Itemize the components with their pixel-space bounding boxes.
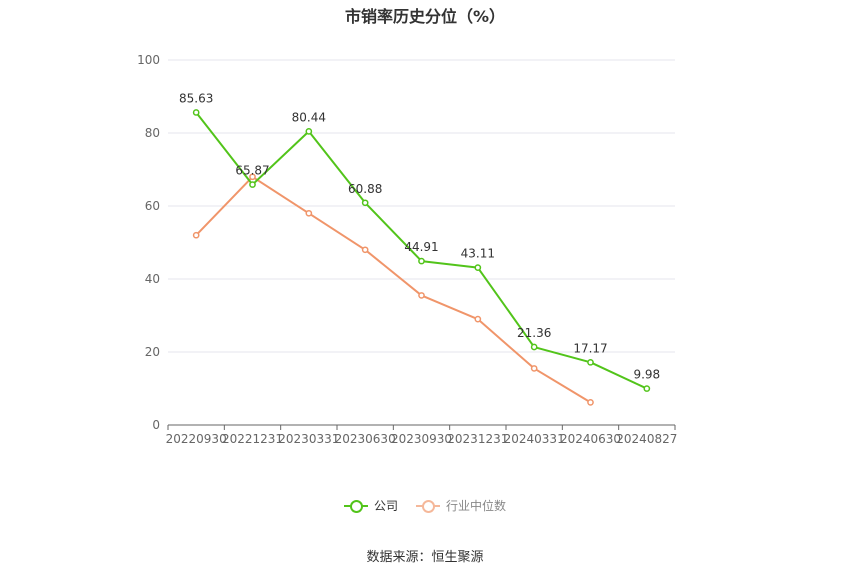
data-point-industry bbox=[249, 173, 256, 181]
legend-industry-marker-icon bbox=[416, 499, 440, 513]
data-label: 43.11 bbox=[461, 247, 495, 261]
x-tick-label: 20230630 bbox=[335, 432, 396, 446]
data-point-company bbox=[192, 109, 200, 116]
x-tick-label: 20240827 bbox=[616, 432, 677, 446]
line-chart: 0204060801002022093020221231202303312023… bbox=[137, 53, 677, 446]
data-label: 65.87 bbox=[235, 164, 269, 178]
data-point-company bbox=[530, 343, 538, 351]
source-note: 数据来源：恒生聚源 bbox=[366, 550, 484, 565]
x-tick-label: 20240331 bbox=[504, 432, 565, 446]
data-point-company bbox=[643, 385, 651, 392]
data-label: 44.91 bbox=[404, 240, 438, 254]
x-tick-label: 20240630 bbox=[560, 432, 621, 446]
x-tick-label: 20231231 bbox=[447, 432, 508, 446]
data-label: 85.63 bbox=[179, 91, 213, 105]
legend-industry-label: 行业中位数 bbox=[446, 499, 507, 513]
y-tick-label: 60 bbox=[145, 199, 160, 213]
data-point-industry bbox=[418, 292, 425, 299]
legend-company-marker-icon bbox=[343, 499, 368, 513]
data-point-company bbox=[474, 264, 482, 271]
x-tick-label: 20221231 bbox=[222, 432, 283, 446]
data-label: 17.17 bbox=[573, 341, 607, 355]
data-point-company bbox=[249, 181, 256, 188]
y-tick-label: 100 bbox=[137, 53, 160, 67]
y-tick-label: 0 bbox=[152, 418, 160, 432]
data-point-industry bbox=[474, 315, 482, 323]
data-point-company bbox=[361, 199, 369, 207]
chart-title: 市销率历史分位（%） bbox=[344, 7, 506, 26]
data-label: 80.44 bbox=[292, 110, 326, 124]
data-label: 21.36 bbox=[517, 326, 551, 340]
data-point-company bbox=[418, 257, 425, 265]
data-point-industry bbox=[530, 365, 538, 372]
data-point-industry bbox=[361, 246, 369, 254]
x-tick-label: 20220930 bbox=[166, 432, 227, 446]
data-point-company bbox=[305, 128, 313, 135]
legend-company-label: 公司 bbox=[373, 499, 398, 513]
data-point-industry bbox=[305, 209, 313, 217]
data-point-industry bbox=[587, 399, 594, 406]
y-tick-label: 20 bbox=[145, 345, 160, 359]
data-point-industry bbox=[192, 231, 200, 239]
data-point-company bbox=[587, 358, 594, 366]
y-tick-label: 40 bbox=[145, 272, 160, 286]
x-tick-label: 20230930 bbox=[391, 432, 452, 446]
legend: 公司 行业中位数 bbox=[0, 497, 850, 514]
data-label: 9.98 bbox=[633, 368, 660, 382]
legend-item-company[interactable]: 公司 bbox=[343, 497, 398, 514]
series-line-industry bbox=[195, 175, 592, 404]
data-label: 60.88 bbox=[348, 182, 382, 196]
y-tick-label: 80 bbox=[145, 126, 160, 140]
x-tick-label: 20230331 bbox=[278, 432, 339, 446]
legend-item-industry[interactable]: 行业中位数 bbox=[416, 497, 506, 514]
